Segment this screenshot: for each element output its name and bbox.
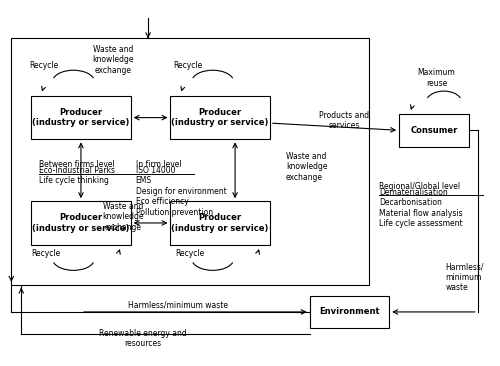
Text: Harmless/
minimum
waste: Harmless/ minimum waste xyxy=(446,262,484,292)
Text: Recycle: Recycle xyxy=(32,249,61,258)
Text: ISO 14000
EMS
Design for environment
Eco efficiency
Pollution prevention: ISO 14000 EMS Design for environment Eco… xyxy=(136,166,226,217)
FancyBboxPatch shape xyxy=(310,296,389,328)
FancyBboxPatch shape xyxy=(399,114,469,147)
Text: Regional/Global level: Regional/Global level xyxy=(380,182,460,191)
Text: Producer
(industry or service): Producer (industry or service) xyxy=(172,213,269,233)
Text: Recycle: Recycle xyxy=(176,249,205,258)
Text: Maximum
reuse: Maximum reuse xyxy=(418,68,456,88)
Text: Environment: Environment xyxy=(319,307,380,317)
Text: Recycle: Recycle xyxy=(29,61,58,70)
Text: Eco-Industrial Parks
Life cycle thinking: Eco-Industrial Parks Life cycle thinking xyxy=(38,166,115,185)
Text: In firm level: In firm level xyxy=(136,160,182,169)
Text: Harmless/minimum waste: Harmless/minimum waste xyxy=(128,301,228,310)
Text: Waste and
knowledge
exchange: Waste and knowledge exchange xyxy=(102,202,144,232)
Text: Renewable energy and
resources: Renewable energy and resources xyxy=(99,329,187,348)
Text: Consumer: Consumer xyxy=(410,126,458,135)
Text: Producer
(industry or service): Producer (industry or service) xyxy=(32,213,130,233)
Text: Between firms level: Between firms level xyxy=(38,160,115,169)
Text: Recycle: Recycle xyxy=(173,61,203,70)
FancyBboxPatch shape xyxy=(31,96,130,139)
Text: Waste and
knowledge
exchange: Waste and knowledge exchange xyxy=(92,45,134,75)
FancyBboxPatch shape xyxy=(170,96,270,139)
FancyBboxPatch shape xyxy=(12,38,370,285)
Text: Products and
services: Products and services xyxy=(320,111,370,130)
Text: Producer
(industry or service): Producer (industry or service) xyxy=(32,108,130,127)
Text: Dematerialisation
Decarbonisation
Material flow analysis
Life cycle assessment: Dematerialisation Decarbonisation Materi… xyxy=(380,188,463,228)
FancyBboxPatch shape xyxy=(170,201,270,245)
Text: Producer
(industry or service): Producer (industry or service) xyxy=(172,108,269,127)
Text: Waste and
knowledge
exchange: Waste and knowledge exchange xyxy=(286,152,328,182)
FancyBboxPatch shape xyxy=(31,201,130,245)
